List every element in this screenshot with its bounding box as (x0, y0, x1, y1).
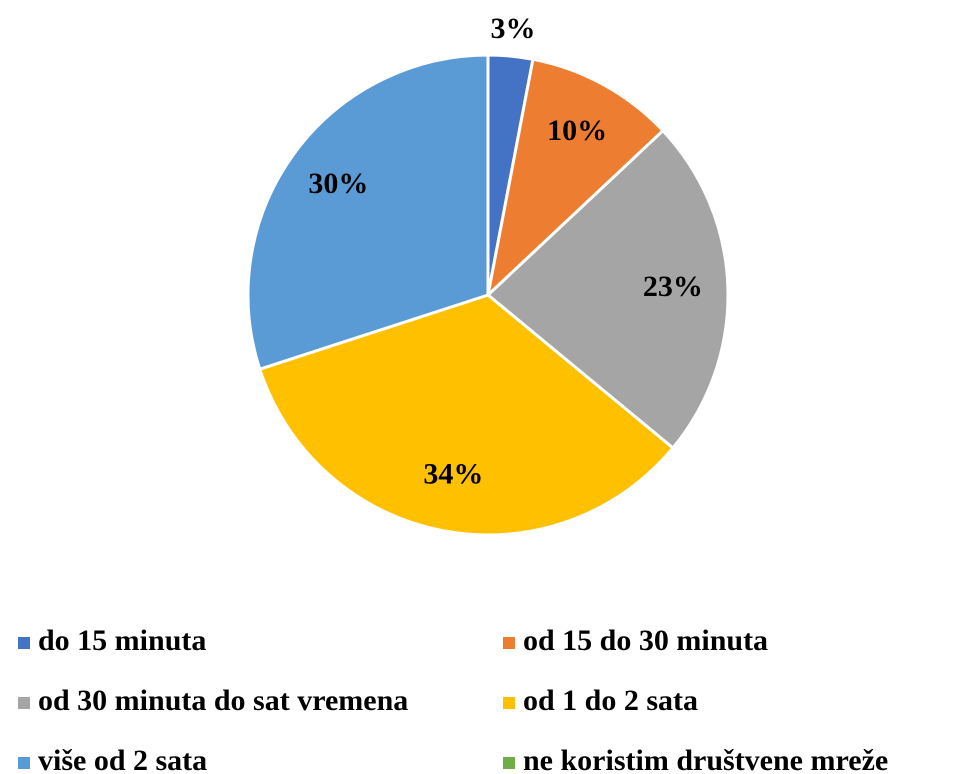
pie-slice (257, 293, 676, 537)
legend-marker (18, 697, 30, 709)
legend-marker (503, 637, 515, 649)
legend-marker (18, 637, 30, 649)
legend-marker (503, 757, 515, 769)
legend-label: od 15 do 30 minuta (523, 624, 768, 657)
legend-label: do 15 minuta (38, 624, 206, 657)
pie-slice (485, 57, 666, 300)
legend-label: od 1 do 2 sata (523, 684, 698, 717)
pie-slice (485, 128, 730, 451)
legend-marker (18, 757, 30, 769)
legend-label: ne koristim društvene mreže (523, 744, 888, 774)
data-label: 23% (643, 270, 703, 303)
pie-slice (246, 53, 490, 372)
data-label: 10% (547, 114, 607, 147)
data-label: 30% (308, 167, 368, 200)
legend-label: od 30 minuta do sat vremena (38, 684, 408, 717)
data-label: 34% (423, 458, 483, 491)
data-label: 3% (490, 12, 535, 45)
legend-marker (503, 697, 515, 709)
legend-label: više od 2 sata (38, 744, 207, 774)
